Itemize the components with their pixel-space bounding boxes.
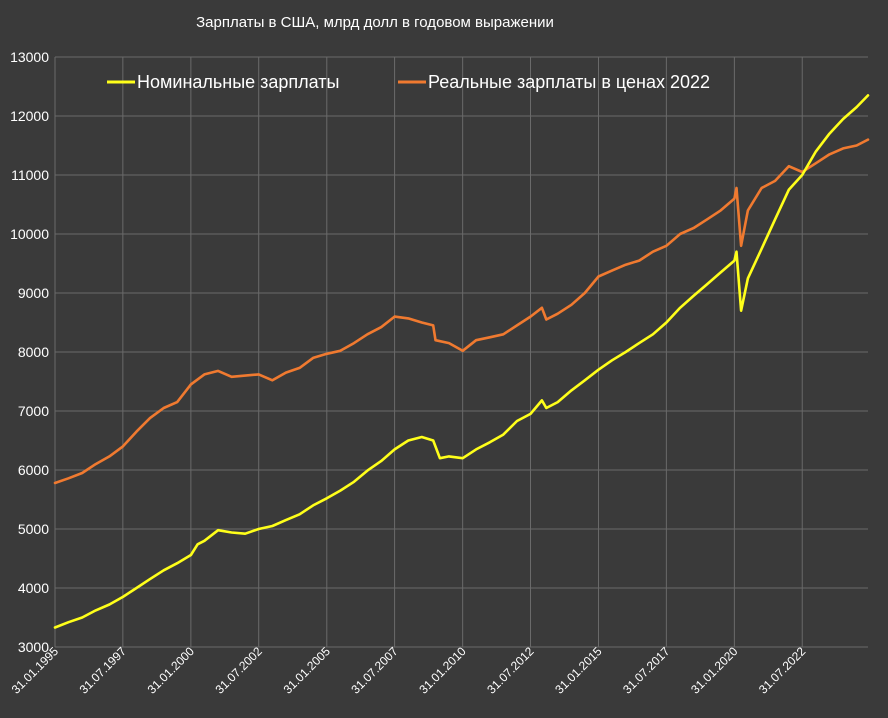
y-tick-label: 7000 [18,403,49,419]
legend-label: Номинальные зарплаты [137,72,339,92]
y-tick-label: 13000 [10,49,49,65]
series-line [53,138,870,485]
y-tick-label: 6000 [18,462,49,478]
chart-legend: Номинальные зарплаты Реальные зарплаты в … [107,72,710,92]
legend-label: Реальные зарплаты в ценах 2022 [428,72,710,92]
chart-series [53,94,870,629]
y-tick-label: 3000 [18,639,49,655]
series-line [53,94,870,629]
y-tick-label: 9000 [18,285,49,301]
chart-title: Зарплаты в США, млрд долл в годовом выра… [196,14,554,31]
y-tick-label: 11000 [11,167,49,183]
y-tick-label: 8000 [18,344,49,360]
y-tick-label: 12000 [10,108,49,124]
y-axis-ticks: 3000 4000 5000 6000 7000 8000 9000 10000 11000 12… [10,49,49,655]
y-tick-label: 5000 [18,521,49,537]
y-tick-label: 4000 [18,580,49,596]
y-tick-label: 10000 [10,226,49,242]
